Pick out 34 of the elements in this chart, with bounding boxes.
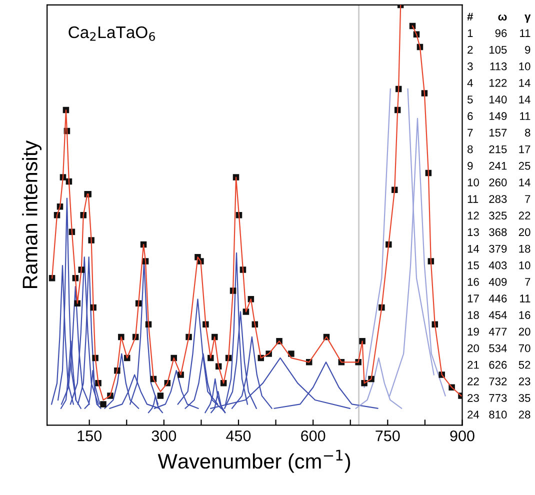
text: 16 409 7 xyxy=(468,278,530,286)
text: 4 122 14 xyxy=(467,79,530,87)
text: 20 534 70 xyxy=(468,344,530,352)
text: 6 149 11 xyxy=(468,112,530,120)
x-tick-label: 450 xyxy=(226,430,251,442)
text: # ω γ xyxy=(467,12,531,23)
text: 9 241 25 xyxy=(468,162,530,170)
text: 11 283 7 xyxy=(468,195,530,203)
x-tick-label: 750 xyxy=(376,430,400,442)
text: 3 113 10 xyxy=(467,62,530,70)
x-axis-title: Wavenumber (cm$^{−1}$) xyxy=(158,450,350,473)
text: 18 454 16 xyxy=(468,311,530,320)
text: 13 368 20 xyxy=(468,228,530,236)
text: 2 105 9 xyxy=(468,46,530,54)
text: Ca$_{2}$LaTaO$_{6}$ xyxy=(68,26,155,41)
text: 14 379 18 xyxy=(468,244,530,253)
text: 7 157 8 xyxy=(468,128,530,137)
x-tick-label: 150 xyxy=(78,430,102,442)
y-axis-title: Raman intensity xyxy=(22,140,42,288)
text: 15 403 10 xyxy=(468,261,530,270)
text: 22 732 23 xyxy=(468,377,530,386)
x-tick-label: 600 xyxy=(301,430,326,442)
x-tick-label: 300 xyxy=(152,430,176,442)
text: 21 626 52 xyxy=(468,360,530,369)
text: 8 215 17 xyxy=(468,145,530,154)
text: 10 260 14 xyxy=(468,178,530,186)
text: 24 810 28 xyxy=(468,410,530,419)
text: 1 96 11 xyxy=(468,29,530,38)
text: 12 325 22 xyxy=(468,212,530,220)
text: 5 140 14 xyxy=(468,96,530,104)
x-tick-label: 900 xyxy=(450,430,474,442)
text: 23 773 35 xyxy=(468,394,530,402)
text: 17 446 11 xyxy=(468,294,530,302)
text: 19 477 20 xyxy=(468,328,530,336)
